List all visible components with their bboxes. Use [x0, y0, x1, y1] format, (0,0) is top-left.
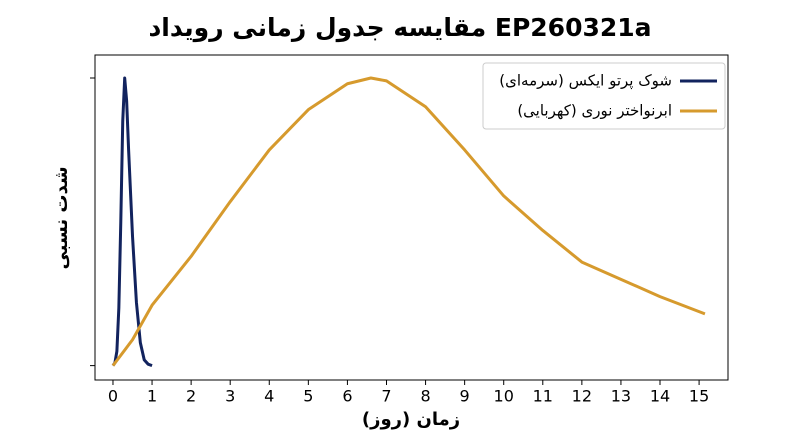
x-tick-label: 14 [650, 387, 670, 406]
series-line [111, 76, 706, 367]
x-tick-label: 9 [460, 387, 470, 406]
x-tick-label: 5 [303, 387, 313, 406]
plot-frame [94, 54, 729, 381]
legend-label: شوک پرتو ایکس (سرمه‌ای) [499, 72, 672, 91]
x-tick-label: 10 [494, 387, 514, 406]
x-tick-label: 4 [264, 387, 274, 406]
chart-title: مقایسه جدول زمانی رویداد EP260321a [148, 13, 651, 43]
x-tick-label: 15 [689, 387, 709, 406]
x-tick-label: 2 [186, 387, 196, 406]
x-tick-label: 3 [225, 387, 235, 406]
y-axis-label: شدت نسبی [51, 166, 72, 269]
x-tick-label: 1 [147, 387, 157, 406]
x-tick-label: 11 [533, 387, 553, 406]
x-tick-label: 8 [420, 387, 430, 406]
x-tick-label: 6 [342, 387, 352, 406]
x-axis-label: زمان (روز) [362, 409, 460, 430]
x-tick-label: 7 [381, 387, 391, 406]
legend-label: ابرنواختر نوری (کهربایی) [517, 102, 672, 120]
x-tick-label: 12 [572, 387, 592, 406]
x-tick-label: 0 [108, 387, 118, 406]
series-line [111, 76, 153, 368]
x-tick-label: 13 [611, 387, 631, 406]
legend-box [482, 62, 726, 130]
